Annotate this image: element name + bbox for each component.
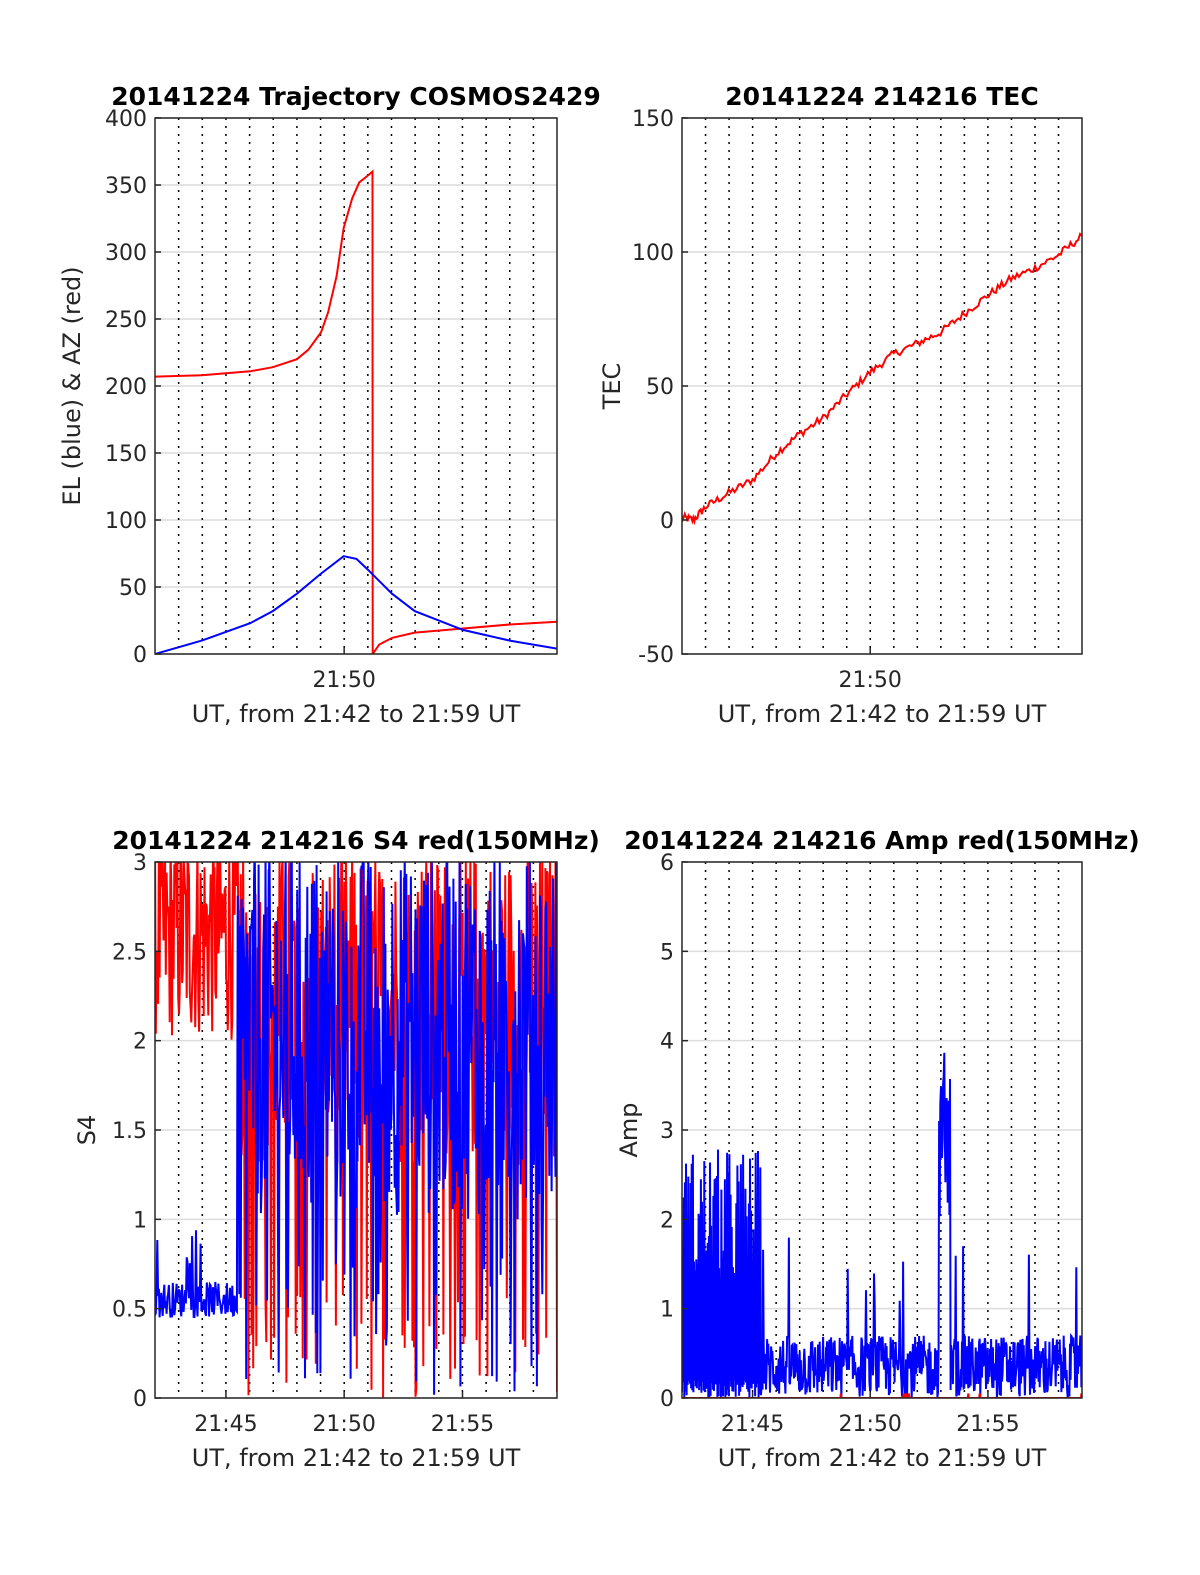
series-line-1	[682, 232, 1082, 526]
y-tick-label: 2	[133, 1030, 147, 1055]
y-tick-label: 3	[660, 1119, 674, 1144]
x-tick-label: 21:50	[312, 668, 375, 693]
y-axis-label: Amp	[615, 1102, 643, 1157]
y-tick-label: 1	[133, 1208, 147, 1233]
y-tick-label: 5	[660, 940, 674, 965]
chart-panel-1: 0 50 100 150 200 250 300 350 400 21:50 20141224 Tr…	[58, 82, 601, 728]
y-axis-label: EL (blue) & AZ (red)	[58, 266, 86, 505]
series-group	[682, 1052, 1082, 1398]
series-group	[155, 862, 557, 1398]
x-axis-label: UT, from 21:42 to 21:59 UT	[718, 700, 1047, 728]
y-tick-label: 200	[105, 375, 147, 400]
chart-panel-3: 0 0.5 1 1.5 2 2.5 3 21:45 21:50 21:55 20141224 214…	[73, 826, 600, 1472]
chart-panel-4: 0 1 2 3 4 5 6 21:45 21:50 21:55 20141224 214216 Am…	[615, 826, 1140, 1472]
series-line-2	[155, 862, 557, 1395]
y-tick-label: 2	[660, 1208, 674, 1233]
chart-title: 20141224 214216 TEC	[725, 82, 1038, 111]
chart-title: 20141224 Trajectory COSMOS2429	[111, 82, 601, 111]
y-tick-label: 6	[660, 851, 674, 876]
series-line-2	[155, 555, 557, 654]
x-tick-label: 21:55	[956, 1412, 1019, 1437]
y-tick-label: 0	[660, 1387, 674, 1412]
x-tick-label: 21:50	[312, 1412, 375, 1437]
x-axis-label: UT, from 21:42 to 21:59 UT	[192, 1444, 521, 1472]
y-tick-label: 50	[646, 375, 674, 400]
x-tick-label: 21:45	[194, 1412, 257, 1437]
y-tick-label: 1	[660, 1298, 674, 1323]
x-tick-label: 21:45	[721, 1412, 784, 1437]
y-axis-label: S4	[73, 1115, 101, 1146]
y-tick-label: 300	[105, 241, 147, 266]
series-line-1	[682, 1052, 1082, 1398]
y-tick-label: 400	[105, 107, 147, 132]
y-tick-label: 50	[119, 576, 147, 601]
y-tick-label: 150	[632, 107, 674, 132]
y-axis-label: TEC	[598, 363, 626, 411]
y-tick-label: 1.5	[112, 1119, 147, 1144]
y-tick-label: -50	[638, 643, 674, 668]
chart-title: 20141224 214216 S4 red(150MHz)	[112, 826, 600, 855]
y-tick-label: 4	[660, 1030, 674, 1055]
series-line-1	[155, 169, 557, 654]
x-axis-label: UT, from 21:42 to 21:59 UT	[718, 1444, 1047, 1472]
y-tick-label: 100	[105, 509, 147, 534]
series-group	[682, 232, 1082, 526]
chart-panel-2: -50 0 50 100 150 21:50 20141224 214216 TEC UT, …	[598, 82, 1083, 728]
y-tick-label: 3	[133, 851, 147, 876]
y-tick-label: 0.5	[112, 1298, 147, 1323]
y-tick-label: 2.5	[112, 940, 147, 965]
x-tick-label: 21:50	[839, 668, 902, 693]
y-tick-label: 0	[133, 643, 147, 668]
y-tick-label: 0	[133, 1387, 147, 1412]
x-axis-label: UT, from 21:42 to 21:59 UT	[192, 700, 521, 728]
y-tick-label: 350	[105, 174, 147, 199]
x-tick-label: 21:50	[839, 1412, 902, 1437]
y-tick-label: 150	[105, 442, 147, 467]
chart-title: 20141224 214216 Amp red(150MHz)	[624, 826, 1140, 855]
x-tick-label: 21:55	[431, 1412, 494, 1437]
y-tick-label: 0	[660, 509, 674, 534]
y-tick-label: 100	[632, 241, 674, 266]
series-group	[155, 169, 557, 654]
y-tick-label: 250	[105, 308, 147, 333]
